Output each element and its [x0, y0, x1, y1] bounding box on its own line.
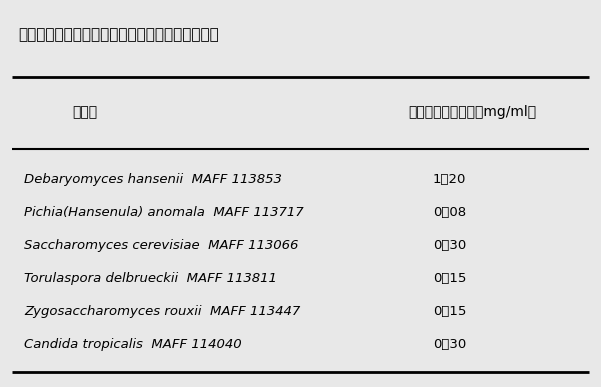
Text: 1．20: 1．20 [433, 173, 466, 187]
Text: 表２　茶種子サポニン類の酵母に対する抗菌活性: 表２ 茶種子サポニン類の酵母に対する抗菌活性 [18, 27, 219, 42]
Text: 0．15: 0．15 [433, 272, 466, 285]
Text: 0．30: 0．30 [433, 239, 466, 252]
Text: 0．15: 0．15 [433, 305, 466, 318]
Text: Zygosaccharomyces rouxii  MAFF 113447: Zygosaccharomyces rouxii MAFF 113447 [24, 305, 301, 318]
Text: Debaryomyces hansenii  MAFF 113853: Debaryomyces hansenii MAFF 113853 [24, 173, 282, 187]
Text: Saccharomyces cerevisiae  MAFF 113066: Saccharomyces cerevisiae MAFF 113066 [24, 239, 299, 252]
Text: Candida tropicalis  MAFF 114040: Candida tropicalis MAFF 114040 [24, 338, 242, 351]
Text: 0．30: 0．30 [433, 338, 466, 351]
Text: Torulaspora delbrueckii  MAFF 113811: Torulaspora delbrueckii MAFF 113811 [24, 272, 277, 285]
Text: 最小生育阻止濃度（mg/ml）: 最小生育阻止濃度（mg/ml） [409, 105, 537, 119]
Text: 酵　母: 酵 母 [72, 105, 97, 119]
Text: Pichia(Hansenula) anomala  MAFF 113717: Pichia(Hansenula) anomala MAFF 113717 [24, 206, 304, 219]
Text: 0．08: 0．08 [433, 206, 466, 219]
